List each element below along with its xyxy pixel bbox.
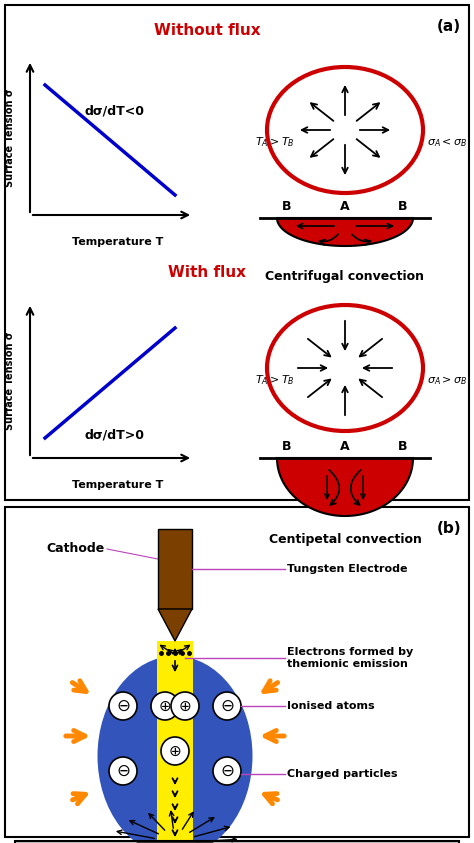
Text: B: B [282, 200, 292, 213]
Text: Surface Tension σ: Surface Tension σ [5, 89, 15, 187]
Text: $\ominus$: $\ominus$ [220, 697, 234, 715]
Bar [5, 5, 469, 500]
PathPatch shape [158, 609, 192, 641]
Text: $\ominus$: $\ominus$ [116, 762, 130, 780]
Text: Electrons formed by
themionic emission: Electrons formed by themionic emission [287, 647, 413, 668]
Text: Charged particles: Charged particles [287, 769, 398, 779]
Circle shape [109, 757, 137, 785]
Text: Temperature T: Temperature T [72, 480, 163, 490]
Text: B: B [398, 440, 408, 453]
Text: $T_A>T_B$: $T_A>T_B$ [255, 373, 295, 387]
Text: Temperature T: Temperature T [72, 237, 163, 247]
Circle shape [151, 692, 179, 720]
Text: $\sigma_A<\sigma_B$: $\sigma_A<\sigma_B$ [427, 136, 467, 149]
Text: (b): (b) [437, 521, 461, 536]
Text: Centipetal convection: Centipetal convection [269, 533, 421, 546]
Ellipse shape [267, 67, 423, 193]
Bar [157, 641, 193, 843]
Text: $\ominus$: $\ominus$ [220, 762, 234, 780]
PathPatch shape [277, 458, 413, 516]
Bar [15, 841, 459, 843]
Bar [158, 529, 192, 609]
Circle shape [213, 692, 241, 720]
Text: dσ/dT<0: dσ/dT<0 [85, 105, 145, 118]
Text: Without flux: Without flux [154, 23, 260, 38]
Text: Surface Tension σ: Surface Tension σ [5, 331, 15, 430]
Text: $\ominus$: $\ominus$ [116, 697, 130, 715]
Text: Cathode: Cathode [47, 543, 105, 556]
Text: (a): (a) [437, 19, 461, 34]
Text: $\oplus$: $\oplus$ [168, 744, 182, 759]
Text: A: A [340, 440, 350, 453]
Text: $\sigma_A>\sigma_B$: $\sigma_A>\sigma_B$ [427, 374, 467, 387]
Text: $\oplus$: $\oplus$ [158, 699, 172, 713]
Text: $\oplus$: $\oplus$ [178, 699, 191, 713]
PathPatch shape [277, 218, 413, 246]
Text: Centrifugal convection: Centrifugal convection [265, 270, 425, 283]
Ellipse shape [267, 305, 423, 431]
Circle shape [171, 692, 199, 720]
Text: A: A [340, 200, 350, 213]
Text: $T_A>T_B$: $T_A>T_B$ [255, 135, 295, 149]
Text: dσ/dT>0: dσ/dT>0 [85, 428, 145, 441]
Text: B: B [398, 200, 408, 213]
Circle shape [213, 757, 241, 785]
Circle shape [109, 692, 137, 720]
Text: Ionised atoms: Ionised atoms [287, 701, 374, 711]
Bar [5, 507, 469, 837]
Text: B: B [282, 440, 292, 453]
Text: With flux: With flux [168, 265, 246, 280]
Ellipse shape [98, 656, 253, 843]
Circle shape [161, 737, 189, 765]
Text: Tungsten Electrode: Tungsten Electrode [287, 564, 408, 574]
